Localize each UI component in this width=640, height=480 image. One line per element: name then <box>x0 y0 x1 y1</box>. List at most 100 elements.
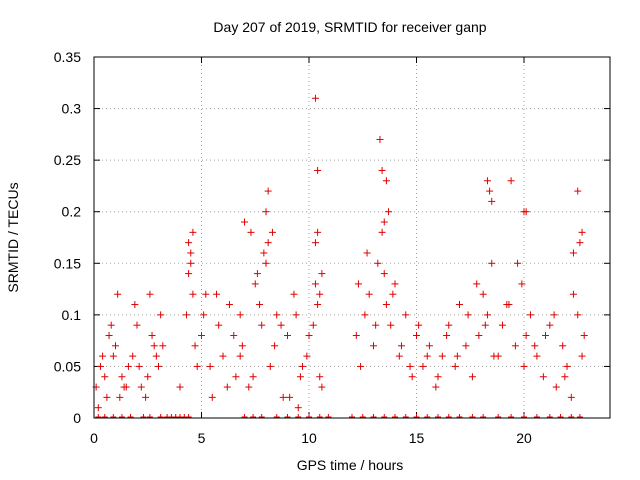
data-point <box>238 342 246 350</box>
data-point <box>352 331 360 339</box>
data-point <box>488 197 496 205</box>
data-point <box>135 362 143 370</box>
data-point <box>264 187 272 195</box>
data-point <box>284 331 291 339</box>
data-point <box>277 321 285 329</box>
zero-value-point <box>480 414 487 418</box>
y-tick-label: 0.15 <box>54 255 81 271</box>
data-point <box>103 393 111 401</box>
data-point <box>296 373 304 381</box>
data-point <box>526 311 534 319</box>
data-point <box>569 249 577 257</box>
data-point <box>550 311 558 319</box>
zero-value-point <box>445 414 452 418</box>
data-point <box>292 311 300 319</box>
data-point <box>569 290 577 298</box>
data-point <box>193 362 201 370</box>
data-point <box>152 352 160 360</box>
y-tick-label: 0.35 <box>54 49 81 65</box>
data-point <box>124 362 132 370</box>
data-point <box>118 373 126 381</box>
data-point <box>294 404 302 412</box>
data-point <box>189 228 197 236</box>
zero-value-point <box>284 414 291 418</box>
data-point <box>578 228 586 236</box>
data-point <box>387 321 395 329</box>
data-point <box>133 321 141 329</box>
data-point <box>273 311 281 319</box>
data-point <box>406 362 414 370</box>
y-tick-label: 0 <box>73 410 81 426</box>
zero-value-point <box>521 414 527 418</box>
zero-value-point <box>508 414 515 418</box>
data-point <box>99 352 107 360</box>
zero-value-point <box>118 414 125 418</box>
data-point <box>425 342 433 350</box>
y-tick-label: 0.25 <box>54 152 81 168</box>
data-point <box>468 373 476 381</box>
x-tick-label: 0 <box>90 430 98 446</box>
zero-value-point <box>435 414 441 418</box>
zero-value-point <box>349 414 355 418</box>
data-point <box>374 259 382 267</box>
data-point <box>311 239 319 247</box>
data-point <box>389 290 397 298</box>
zero-value-point <box>370 414 377 418</box>
x-tick-label: 10 <box>301 430 317 446</box>
data-point <box>116 393 124 401</box>
zero-value-point <box>127 414 134 418</box>
data-point <box>354 280 362 288</box>
zero-value-point <box>325 414 332 418</box>
data-point <box>391 280 399 288</box>
data-point <box>511 342 519 350</box>
data-point <box>198 331 205 339</box>
data-point <box>137 383 145 391</box>
data-point <box>311 280 319 288</box>
data-point <box>187 259 195 267</box>
data-point <box>372 321 380 329</box>
data-point <box>101 373 109 381</box>
zero-value-point <box>533 414 540 418</box>
data-point <box>533 352 541 360</box>
data-point <box>552 383 560 391</box>
data-point <box>107 321 115 329</box>
data-point <box>176 383 184 391</box>
data-point <box>443 331 451 339</box>
data-point <box>148 331 156 339</box>
zero-value-point <box>185 414 192 418</box>
zero-value-point <box>546 414 553 418</box>
data-point <box>187 249 195 257</box>
data-point <box>318 383 326 391</box>
data-point <box>520 362 528 370</box>
data-point <box>546 321 554 329</box>
data-point <box>376 136 384 144</box>
data-point <box>490 352 498 360</box>
data-point <box>262 259 270 267</box>
zero-value-point <box>250 414 257 418</box>
data-point <box>531 342 539 350</box>
zero-value-point <box>469 414 476 418</box>
data-point <box>309 321 317 329</box>
data-point <box>499 321 506 329</box>
data-point <box>249 373 257 381</box>
x-axis-label: GPS time / hours <box>297 457 404 473</box>
data-point <box>395 352 403 360</box>
data-point <box>155 362 162 370</box>
data-point <box>114 290 122 298</box>
data-point <box>189 290 197 298</box>
zero-value-point <box>456 414 463 418</box>
data-point <box>578 352 586 360</box>
zero-value-point <box>402 414 409 418</box>
ticks: 0 0.05 0.1 0.15 0.2 0.25 0.3 0.35 0 5 10 15 20 <box>54 49 610 446</box>
data-point <box>182 311 190 319</box>
data-point <box>365 290 373 298</box>
zero-value-point <box>316 414 323 418</box>
data-points <box>92 94 588 418</box>
data-point <box>563 362 571 370</box>
data-point <box>314 166 322 174</box>
data-point <box>397 342 405 350</box>
y-axis-label: SRMTID / TECUs <box>5 182 21 292</box>
data-point <box>488 259 496 267</box>
data-point <box>380 270 388 278</box>
data-point <box>518 280 526 288</box>
